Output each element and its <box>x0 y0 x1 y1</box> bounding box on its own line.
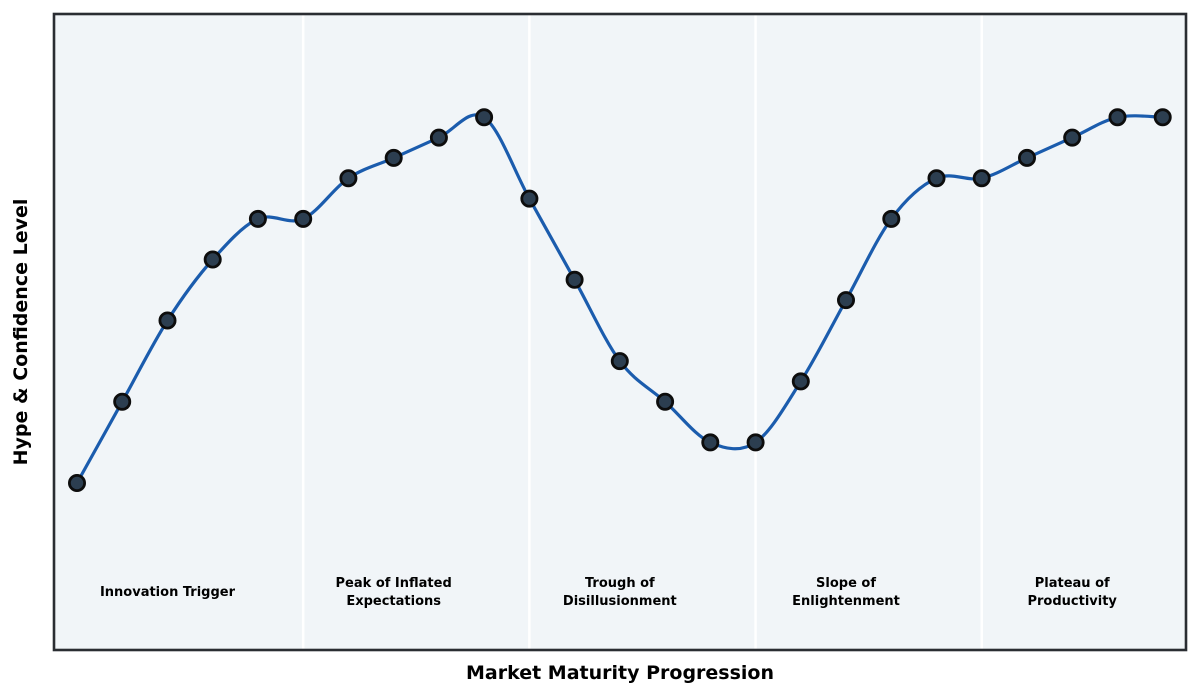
data-point <box>248 209 267 228</box>
data-point <box>1108 108 1127 127</box>
data-point <box>1153 108 1172 127</box>
data-point <box>520 189 539 208</box>
data-point <box>384 148 403 167</box>
data-point <box>294 209 313 228</box>
data-point <box>429 128 448 147</box>
data-point <box>339 169 358 188</box>
data-point <box>610 352 629 371</box>
data-point <box>656 392 675 411</box>
data-point <box>1063 128 1082 147</box>
phase-dividers <box>301 15 983 649</box>
data-point <box>203 250 222 269</box>
data-point <box>68 473 87 492</box>
data-point <box>746 433 765 452</box>
data-point <box>972 169 991 188</box>
data-point <box>158 311 177 330</box>
plot-frame <box>52 12 1188 652</box>
data-point <box>475 108 494 127</box>
data-point <box>113 392 132 411</box>
data-points <box>68 108 1172 492</box>
data-point <box>882 209 901 228</box>
data-point <box>927 169 946 188</box>
data-point <box>791 372 810 391</box>
plot-area <box>54 14 1186 650</box>
data-point <box>701 433 720 452</box>
data-point <box>837 291 856 310</box>
data-point <box>565 270 584 289</box>
y-axis-label: Hype & Confidence Level <box>10 198 32 466</box>
x-axis-label: Market Maturity Progression <box>465 662 775 684</box>
data-point <box>1018 148 1037 167</box>
